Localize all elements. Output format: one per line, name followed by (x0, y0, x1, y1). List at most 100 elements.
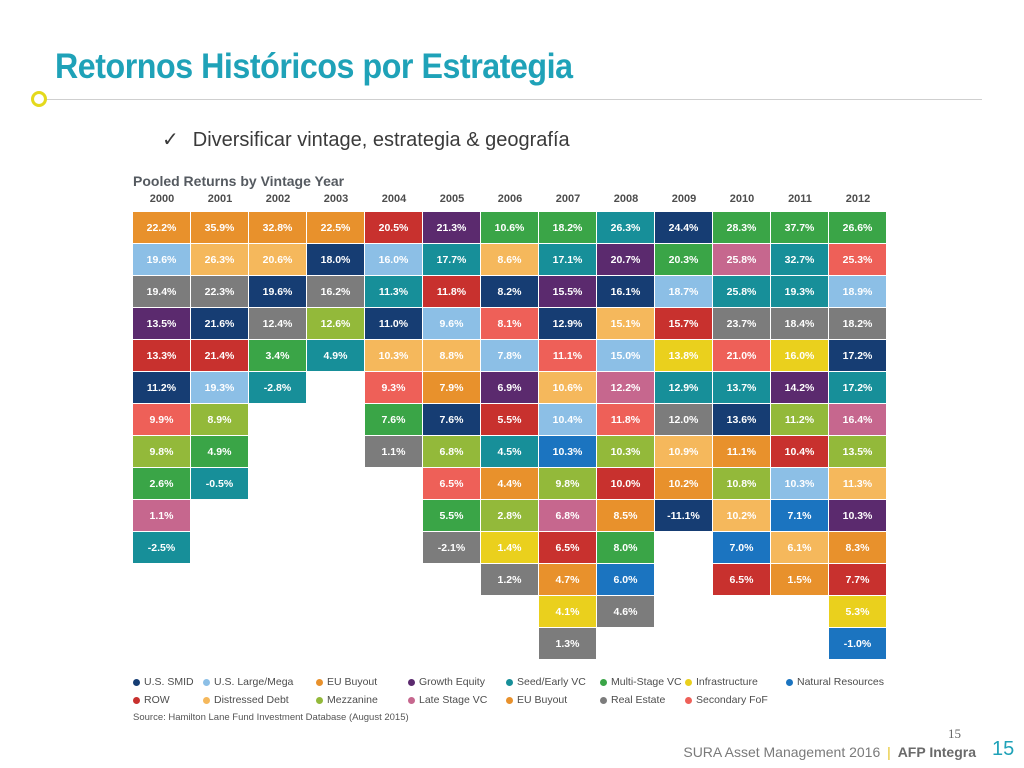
return-cell: 19.3% (771, 276, 829, 308)
return-cell: 12.2% (597, 372, 655, 404)
return-cell: 17.7% (423, 244, 481, 276)
return-cell: 20.7% (597, 244, 655, 276)
return-cell: 21.6% (191, 308, 249, 340)
legend-label: Growth Equity (419, 676, 485, 688)
return-cell: 1.2% (481, 564, 539, 596)
page-number: 15 (992, 738, 1015, 760)
legend-item: U.S. SMID (133, 676, 194, 688)
return-cell: 4.6% (597, 596, 655, 628)
return-cell: 4.7% (539, 564, 597, 596)
legend-item: U.S. Large/Mega (203, 676, 293, 688)
return-cell: 11.1% (539, 340, 597, 372)
return-cell: 11.0% (365, 308, 423, 340)
return-cell: 25.8% (713, 244, 771, 276)
return-cell: 15.1% (597, 308, 655, 340)
return-cell: 11.1% (713, 436, 771, 468)
return-cell: 6.5% (539, 532, 597, 564)
legend-swatch-icon (786, 678, 793, 686)
legend-item: Seed/Early VC (506, 676, 586, 688)
return-cell: 10.4% (539, 404, 597, 436)
chart-title: Pooled Returns by Vintage Year (133, 173, 345, 189)
return-cell: 9.6% (423, 308, 481, 340)
return-cell: -2.5% (133, 532, 191, 564)
return-cell: 22.2% (133, 212, 191, 244)
vintage-year-label: 2009 (671, 193, 697, 205)
return-cell: 10.3% (539, 436, 597, 468)
return-cell: 26.3% (597, 212, 655, 244)
bullet-point: ✓ Diversificar vintage, estrategia & geog… (162, 127, 570, 152)
return-cell: 19.6% (249, 276, 307, 308)
return-cell: 10.6% (539, 372, 597, 404)
legend-swatch-icon (685, 678, 692, 686)
return-cell: 13.6% (713, 404, 771, 436)
chart-legend: U.S. SMID U.S. Large/Mega EU Buyout Growth … (133, 676, 893, 706)
return-cell: 4.1% (539, 596, 597, 628)
vintage-year-label: 2005 (439, 193, 465, 205)
return-cell: 18.7% (655, 276, 713, 308)
vintage-year-label: 2001 (207, 193, 233, 205)
return-cell: 8.6% (481, 244, 539, 276)
legend-item: Real Estate (600, 694, 665, 706)
return-cell: 12.4% (249, 308, 307, 340)
return-cell: 37.7% (771, 212, 829, 244)
return-cell: 12.0% (655, 404, 713, 436)
legend-item: Secondary FoF (685, 694, 768, 706)
return-cell: 11.2% (133, 372, 191, 404)
legend-swatch-icon (408, 696, 415, 704)
legend-label: EU Buyout (517, 694, 568, 706)
legend-label: ROW (144, 694, 170, 706)
return-cell: 9.9% (133, 404, 191, 436)
return-cell: 16.2% (307, 276, 365, 308)
return-cell: 7.9% (423, 372, 481, 404)
vintage-year-label: 2012 (845, 193, 871, 205)
return-cell: -1.0% (829, 628, 887, 660)
return-cell: 8.5% (597, 500, 655, 532)
legend-label: Seed/Early VC (517, 676, 586, 688)
return-cell: 21.0% (713, 340, 771, 372)
return-cell: 5.5% (423, 500, 481, 532)
vintage-year-label: 2006 (497, 193, 523, 205)
vintage-year-label: 2010 (729, 193, 755, 205)
return-cell: 13.5% (133, 308, 191, 340)
return-cell: 10.3% (365, 340, 423, 372)
footer-company: SURA Asset Management 2016 (683, 744, 881, 760)
legend-swatch-icon (316, 678, 323, 686)
legend-item: ROW (133, 694, 170, 706)
return-cell: 6.9% (481, 372, 539, 404)
return-cell: 11.3% (829, 468, 887, 500)
return-cell: 4.9% (191, 436, 249, 468)
return-cell: 5.3% (829, 596, 887, 628)
checkmark-icon: ✓ (162, 129, 179, 151)
return-cell: 7.6% (365, 404, 423, 436)
return-cell: 4.9% (307, 340, 365, 372)
return-cell: 16.0% (771, 340, 829, 372)
legend-swatch-icon (203, 678, 210, 686)
return-cell: 25.8% (713, 276, 771, 308)
return-cell: 10.3% (597, 436, 655, 468)
footer: SURA Asset Management 2016 | AFP Integra (683, 744, 976, 760)
legend-item: EU Buyout (506, 694, 567, 706)
legend-swatch-icon (600, 696, 607, 704)
return-cell: 7.6% (423, 404, 481, 436)
return-cell: 13.7% (713, 372, 771, 404)
return-cell: 8.2% (481, 276, 539, 308)
return-cell: 10.3% (829, 500, 887, 532)
return-cell: 11.8% (597, 404, 655, 436)
return-cell: 28.3% (713, 212, 771, 244)
return-cell: 25.3% (829, 244, 887, 276)
return-cell: 6.5% (713, 564, 771, 596)
return-cell: 8.3% (829, 532, 887, 564)
return-cell: -2.1% (423, 532, 481, 564)
legend-label: Secondary FoF (696, 694, 768, 706)
return-cell: 18.4% (771, 308, 829, 340)
return-cell: 11.2% (771, 404, 829, 436)
legend-item: Late Stage VC (408, 694, 487, 706)
return-cell: 10.0% (597, 468, 655, 500)
return-cell: 23.7% (713, 308, 771, 340)
legend-label: U.S. SMID (144, 676, 194, 688)
return-cell: 19.6% (133, 244, 191, 276)
return-cell: 18.0% (307, 244, 365, 276)
return-cell: 11.3% (365, 276, 423, 308)
legend-label: Natural Resources (797, 676, 884, 688)
legend-swatch-icon (316, 696, 323, 704)
